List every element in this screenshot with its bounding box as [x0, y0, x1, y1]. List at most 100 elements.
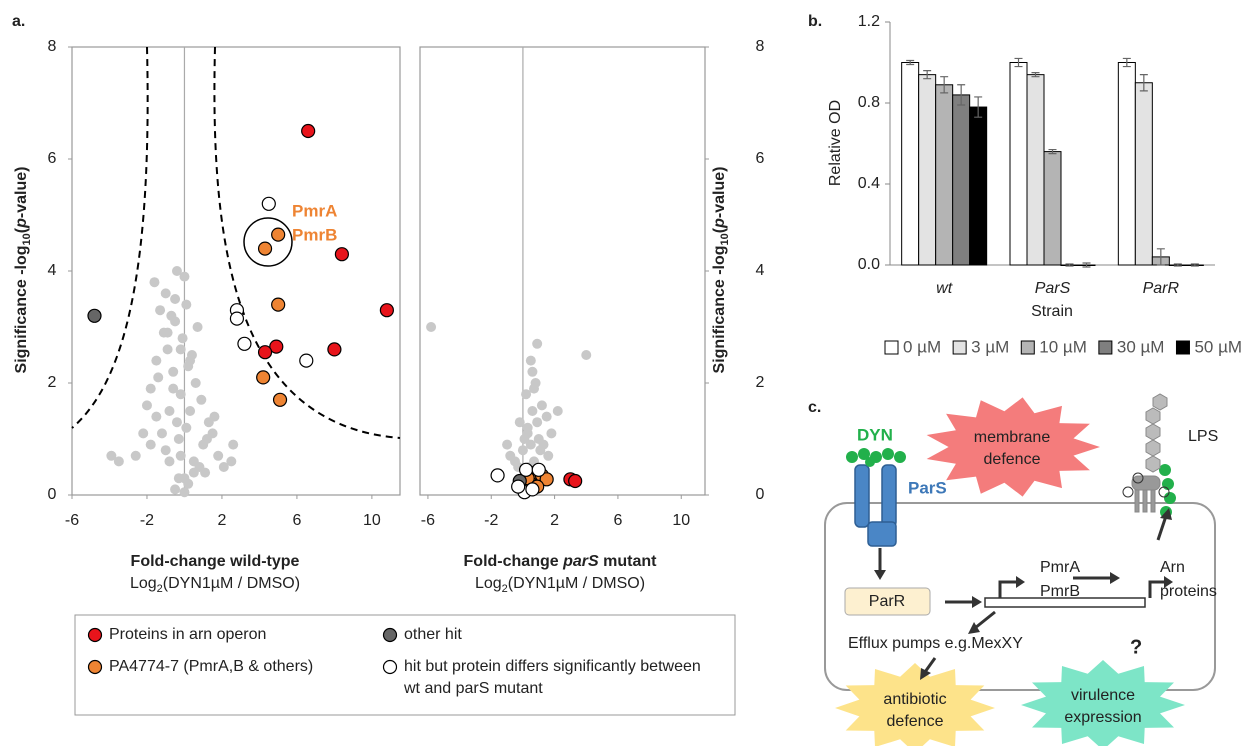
annotation: PmrB [292, 225, 337, 244]
bar [1117, 62, 1136, 266]
x-axis-title: Log2(DYN1µM / DMSO) [475, 575, 645, 595]
point [151, 355, 162, 366]
starburst [835, 663, 995, 746]
point [170, 484, 181, 495]
point [155, 305, 166, 316]
point [541, 411, 552, 422]
diagram-label: defence [887, 713, 944, 730]
point [237, 336, 252, 351]
x-axis-title: Log2(DYN1µM / DMSO) [130, 575, 300, 595]
receptor [854, 464, 897, 547]
point [271, 227, 286, 242]
point [546, 428, 557, 439]
x-tick-label: ParS [1035, 280, 1071, 297]
panel-label: c. [808, 399, 821, 416]
text-part: -value) [711, 167, 728, 219]
point [181, 299, 192, 310]
text-part: Significance -log [13, 245, 30, 373]
legend-label: 3 µM [971, 337, 1009, 356]
legend-marker [87, 659, 103, 675]
diagram-label: membrane [974, 429, 1051, 446]
y-tick-label: 2 [48, 374, 57, 391]
x-tick-label: ParR [1143, 280, 1180, 297]
y-tick-label: 0 [756, 486, 765, 503]
point [327, 342, 342, 357]
legend-label: 50 µM [1194, 337, 1241, 356]
x-tick-label: 10 [363, 512, 381, 529]
x-axis-title: Fold-change wild-type [131, 553, 300, 570]
point [272, 392, 288, 407]
point [207, 428, 218, 439]
point [517, 445, 528, 456]
diagram-label: virulence [1071, 687, 1135, 704]
error-bar [906, 59, 915, 66]
x-tick-label: 6 [613, 512, 622, 529]
legend-label: other hit [404, 626, 462, 643]
bar [969, 106, 988, 266]
point [175, 344, 186, 355]
point [145, 383, 156, 394]
point [168, 383, 179, 394]
point [514, 417, 525, 428]
bar [1026, 74, 1045, 266]
bar-chart: 0.0 0.4 0.8 1.2 wt ParS ParR 0 µM 3 µM 10 µM 30 µM… [858, 13, 1241, 356]
point [156, 428, 167, 439]
arrows [878, 515, 1168, 673]
legend-label-box: other hit [404, 626, 462, 643]
point [269, 339, 284, 354]
charges [1122, 472, 1170, 498]
point [525, 482, 540, 497]
legend-label: 30 µM [1117, 337, 1165, 356]
point [175, 389, 186, 400]
text-part: 2 [157, 583, 163, 595]
diagram-label: antibiotic [883, 691, 946, 708]
legend-swatch [884, 340, 899, 355]
text-part: Fold-change [464, 553, 564, 570]
point [525, 355, 536, 366]
point [581, 350, 592, 360]
point [196, 394, 207, 405]
panel-label: b. [808, 13, 822, 30]
point [168, 366, 179, 377]
annotation: PmrA [292, 201, 337, 220]
point [181, 422, 192, 433]
point [130, 450, 141, 461]
error-bar [957, 84, 966, 106]
point [228, 439, 239, 450]
point [532, 338, 543, 349]
bar [1134, 82, 1153, 266]
text-part: 2 [502, 583, 508, 595]
legend: Proteins in arn operon PA4774-7 (PmrA,B &… [87, 626, 701, 697]
threshold-curve [213, 46, 401, 439]
point [162, 327, 173, 338]
point [334, 247, 349, 262]
error-bar [974, 96, 983, 118]
legend-label: 0 µM [903, 337, 941, 356]
point [164, 406, 175, 416]
point [160, 445, 171, 456]
diagram-label: Arn [1160, 559, 1185, 576]
legend-box [74, 614, 736, 716]
legend-label: 10 µM [1039, 337, 1087, 356]
text-part: -value) [13, 167, 30, 219]
bar [1043, 151, 1062, 266]
text-part: parS [562, 553, 599, 570]
text-part: ( [13, 227, 30, 233]
point [190, 378, 201, 388]
bar [918, 74, 937, 266]
text-part: Significance -log [711, 245, 728, 373]
y-tick-label: 4 [756, 262, 765, 279]
x-tick-label: 6 [292, 512, 301, 529]
point [521, 389, 532, 400]
point [229, 311, 245, 326]
starburst [926, 397, 1100, 497]
error-bar [1190, 263, 1199, 267]
parr-box [844, 587, 931, 616]
point [175, 450, 186, 461]
point [170, 316, 181, 327]
point [151, 411, 162, 422]
point [543, 450, 554, 461]
diagram-label: ParR [869, 593, 905, 610]
point [257, 241, 273, 256]
error-bar [1031, 72, 1040, 78]
